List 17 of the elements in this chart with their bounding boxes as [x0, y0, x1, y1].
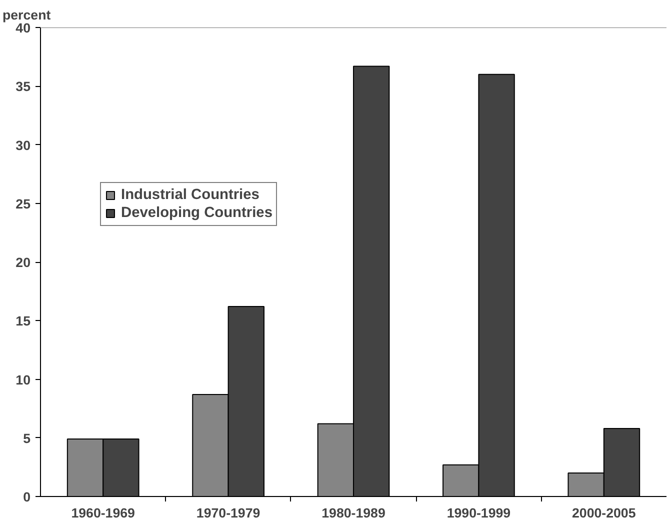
y-tick-label: 15 [16, 314, 32, 329]
x-tick-label: 2000-2005 [572, 506, 636, 520]
y-tick-label: 20 [16, 255, 31, 270]
x-tick-label: 1970-1979 [196, 506, 260, 520]
y-tick-label: 0 [23, 490, 31, 504]
y-tick-label: 35 [16, 79, 32, 94]
legend-label: Industrial Countries [121, 187, 260, 203]
y-tick-label: 25 [16, 196, 32, 212]
legend-label: Developing Countries [121, 205, 272, 221]
y-tick-label: 10 [16, 372, 31, 388]
y-axis-title: percent [2, 8, 52, 22]
y-tick-label: 5 [23, 430, 32, 446]
y-tick-label: 30 [16, 138, 31, 153]
x-tick-label: 1980-1989 [322, 506, 386, 520]
y-tick-label: 40 [16, 20, 31, 36]
x-tick-label: 1990-1999 [446, 506, 511, 520]
x-tick-label: 1960-1969 [71, 506, 135, 520]
